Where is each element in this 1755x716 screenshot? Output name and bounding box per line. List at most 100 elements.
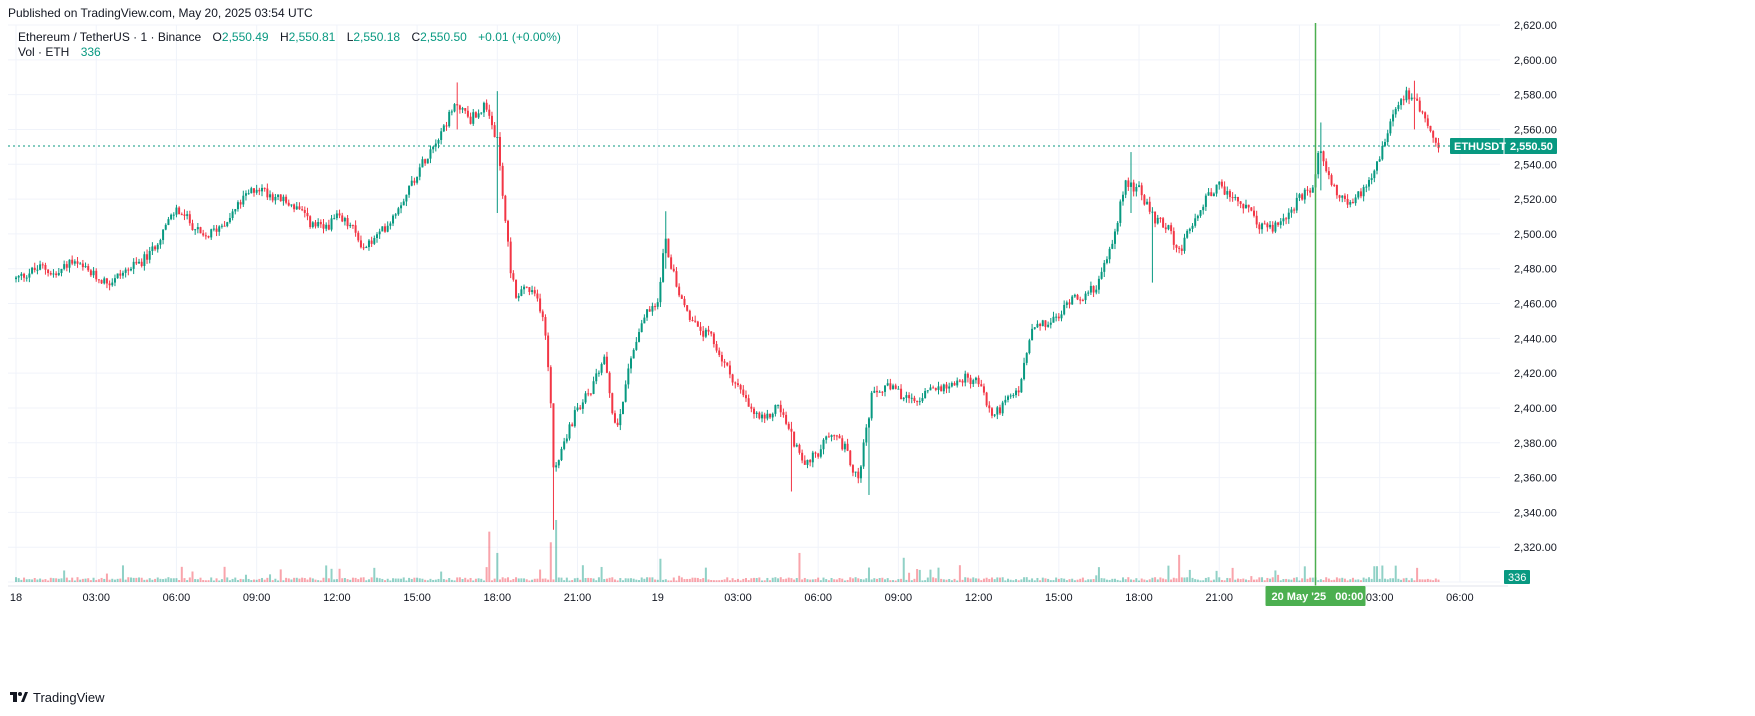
volume-bar	[501, 577, 504, 582]
volume-bar	[1140, 578, 1143, 582]
candle-body	[1381, 145, 1384, 160]
volume-bar	[1357, 579, 1360, 582]
candle-body	[603, 356, 606, 365]
candle-body	[581, 402, 584, 409]
candle-body	[1287, 212, 1290, 220]
candle-body	[1277, 222, 1280, 225]
volume-bar	[1263, 580, 1266, 582]
price-axis[interactable]: 2,620.00 2,600.00 2,580.00 2,560.00 2,540.00…	[1514, 20, 1557, 554]
candle-body	[89, 270, 92, 276]
candle-body	[392, 215, 395, 224]
candle-body	[76, 261, 79, 264]
volume-bar	[365, 580, 368, 582]
volume-bar	[1095, 575, 1098, 582]
volume-bar	[1057, 578, 1060, 582]
price-tick-label: 2,580.00	[1514, 90, 1557, 102]
candle-body	[1306, 189, 1309, 191]
candle-body	[1405, 90, 1408, 101]
symbol-description[interactable]: Ethereum / TetherUS · 1 · Binance	[18, 30, 202, 44]
volume-bar	[547, 579, 550, 582]
volume-bar	[1424, 579, 1427, 582]
volume-bar	[825, 579, 828, 582]
candle-body	[619, 413, 622, 426]
volume-bar	[1023, 577, 1026, 582]
volume-bar	[990, 577, 993, 582]
candle-body	[140, 261, 143, 266]
candle-body	[509, 241, 512, 274]
volume-bar	[1285, 578, 1288, 582]
volume-bar	[592, 578, 595, 582]
volume-bar	[429, 578, 432, 582]
candle-body	[862, 442, 865, 467]
volume-bar	[55, 578, 58, 582]
candle-body	[761, 414, 764, 419]
candle-body	[1188, 228, 1191, 231]
candle-body	[236, 202, 239, 210]
candle-body	[146, 254, 149, 260]
candle-body	[1236, 197, 1239, 202]
volume-bar	[1031, 578, 1034, 582]
candle-body	[180, 214, 183, 216]
volume-legend[interactable]: Vol · ETH 336	[18, 45, 101, 59]
volume-bar	[1220, 579, 1223, 582]
candle-body	[980, 384, 983, 387]
volume-bar	[1170, 579, 1173, 582]
volume-bar	[1183, 577, 1186, 582]
volume-bar	[1231, 567, 1234, 582]
candle-body	[793, 431, 796, 447]
volume-bar	[1426, 578, 1429, 582]
candle-body	[956, 380, 959, 386]
candle-body	[1138, 185, 1141, 187]
candle-body	[301, 209, 304, 211]
volume-bar	[1020, 579, 1023, 582]
volume-bar	[154, 578, 157, 582]
time-axis[interactable]: 18 03:00 06:00 09:00 12:00 15:00 18:00 21:00 19 0…	[8, 585, 1508, 604]
time-tick-label: 06:00	[1446, 592, 1474, 604]
candle-body	[900, 388, 903, 400]
candle-body	[886, 383, 889, 386]
candle-body	[488, 109, 491, 116]
candle-body	[1135, 186, 1138, 192]
volume-bar	[539, 569, 542, 582]
volume-bar	[867, 567, 870, 582]
candle-body	[1362, 187, 1365, 197]
volume-bar	[207, 580, 210, 582]
candle-body	[445, 125, 448, 127]
volume-bar	[36, 579, 39, 582]
volume-bar	[1076, 579, 1079, 582]
volume-bar	[656, 579, 659, 582]
candle-body	[1376, 161, 1379, 171]
volume-bar	[188, 577, 191, 582]
ohlc-legend[interactable]: Ethereum / TetherUS · 1 · Binance O2,550…	[18, 30, 561, 44]
candle-body	[1386, 133, 1389, 143]
volume-bar	[319, 580, 322, 582]
volume-bar	[664, 579, 667, 582]
volume-bar	[643, 578, 646, 582]
candle-body	[84, 266, 87, 268]
candle-body	[969, 377, 972, 385]
candle-body	[1370, 178, 1373, 180]
candle-body	[113, 278, 116, 283]
volume-bar	[178, 579, 181, 582]
volume-bar	[338, 568, 341, 582]
candle-body	[787, 423, 790, 429]
candle-body	[202, 233, 205, 236]
candle-body	[482, 102, 485, 113]
volume-bar	[416, 577, 419, 582]
volume-bar	[1330, 580, 1333, 582]
volume-bar	[448, 578, 451, 582]
volume-bar	[73, 580, 76, 582]
tradingview-brand[interactable]: TradingView	[10, 690, 105, 705]
volume-bar	[1004, 580, 1007, 582]
volume-bar	[79, 579, 82, 582]
candle-body	[429, 149, 432, 159]
candle-body	[921, 398, 924, 402]
volume-bar	[1247, 580, 1250, 582]
candle-body	[172, 214, 175, 216]
volume-bar	[528, 580, 531, 582]
candle-body	[1175, 244, 1178, 248]
candle-body	[1394, 108, 1397, 115]
price-tick-label: 2,620.00	[1514, 20, 1557, 32]
candle-body	[1271, 224, 1274, 232]
